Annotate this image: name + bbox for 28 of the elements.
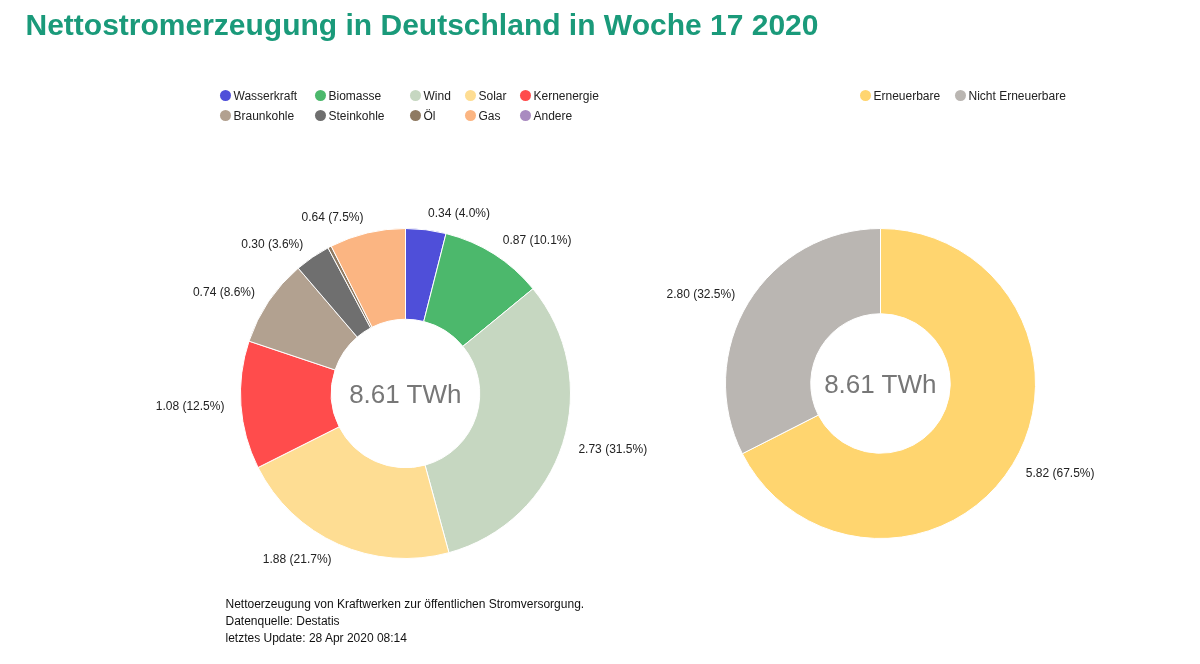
legend-label: Steinkohle: [328, 108, 385, 123]
legend-label: Solar: [478, 88, 507, 103]
legend-label: Kernenergie: [533, 88, 600, 103]
legend-label: Biomasse: [328, 88, 382, 103]
data-label: 2.73 (31.5%): [578, 441, 648, 456]
legend-label: Andere: [533, 108, 573, 123]
legend-label: Öl: [423, 108, 436, 123]
data-label: 2.80 (32.5%): [666, 287, 736, 302]
data-label: 1.08 (12.5%): [155, 399, 225, 414]
data-label: 0.87 (10.1%): [502, 233, 572, 248]
data-label: 0.30 (3.6%): [241, 236, 304, 251]
data-label: 0.64 (7.5%): [301, 209, 364, 224]
text: Nettoerzeugung von Kraftwerken zur öffentlichen Stromversorgung.: [225, 596, 585, 611]
legend-label: Wind: [423, 88, 451, 103]
data-label: 0.34 (4.0%): [427, 206, 491, 221]
chart-title: Nettostromerzeugung in Deutschland in Woche 17 2020: [25, 7, 819, 41]
text: letztes Update: 28 Apr 2020 08:14: [225, 630, 408, 645]
text: Datenquelle: Destatis: [225, 613, 340, 628]
legend-label: Erneuerbare: [873, 88, 941, 103]
text: 8.61 TWh: [349, 378, 462, 409]
legend-label: Wasserkraft: [233, 88, 298, 103]
legend-label: Braunkohle: [233, 108, 295, 123]
data-label: 5.82 (67.5%): [1025, 465, 1095, 480]
data-label: 1.88 (21.7%): [262, 552, 332, 567]
text: 8.61 TWh: [824, 368, 937, 399]
data-label: 0.74 (8.6%): [192, 285, 255, 300]
legend-label: Nicht Erneuerbare: [968, 88, 1067, 103]
legend-label: Gas: [478, 108, 501, 123]
